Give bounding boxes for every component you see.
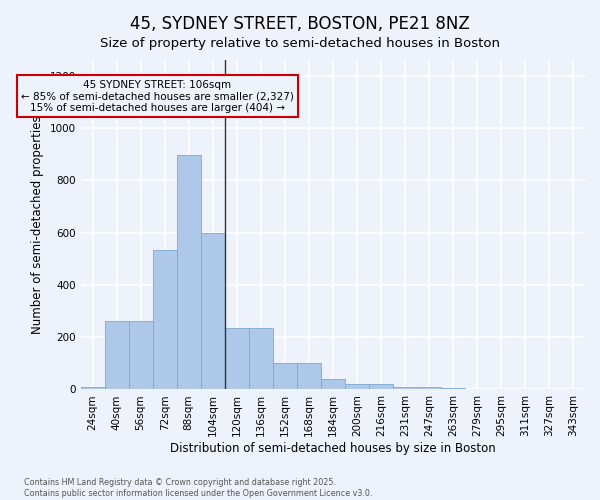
Bar [297, 364, 321, 390]
Bar [321, 379, 345, 390]
Bar [104, 322, 128, 390]
Bar [393, 387, 417, 390]
Text: 45 SYDNEY STREET: 106sqm
← 85% of semi-detached houses are smaller (2,327)
15% o: 45 SYDNEY STREET: 106sqm ← 85% of semi-d… [21, 80, 294, 113]
X-axis label: Distribution of semi-detached houses by size in Boston: Distribution of semi-detached houses by … [170, 442, 496, 455]
Bar [152, 250, 176, 390]
Bar [80, 387, 104, 390]
Bar [417, 387, 441, 390]
Y-axis label: Number of semi-detached properties: Number of semi-detached properties [31, 116, 44, 334]
Text: 45, SYDNEY STREET, BOSTON, PE21 8NZ: 45, SYDNEY STREET, BOSTON, PE21 8NZ [130, 15, 470, 33]
Text: Size of property relative to semi-detached houses in Boston: Size of property relative to semi-detach… [100, 38, 500, 51]
Bar [200, 232, 225, 390]
Bar [441, 388, 465, 390]
Bar [273, 364, 297, 390]
Bar [128, 322, 152, 390]
Bar [345, 384, 369, 390]
Bar [225, 328, 249, 390]
Bar [176, 156, 200, 390]
Bar [369, 384, 393, 390]
Bar [249, 328, 273, 390]
Text: Contains HM Land Registry data © Crown copyright and database right 2025.
Contai: Contains HM Land Registry data © Crown c… [24, 478, 373, 498]
